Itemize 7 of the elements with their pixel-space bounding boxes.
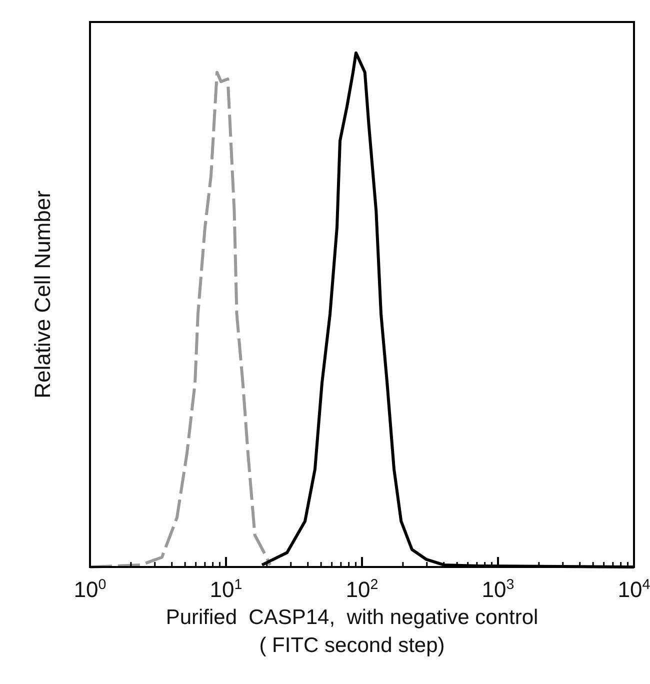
y-axis-title: Relative Cell Number xyxy=(30,190,55,398)
x-axis-title: Purified CASP14, with negative control ( FITC second step) xyxy=(166,606,538,657)
x-tick-label: 10$^{2}$ xyxy=(346,577,378,602)
x-tick-label: 10$^{3}$ xyxy=(482,577,514,602)
x-tick-label: 10$^{4}$ xyxy=(618,577,650,602)
x-tick-label: 10$^{1}$ xyxy=(210,577,242,602)
x-tick-label: 10$^{0}$ xyxy=(74,577,106,602)
